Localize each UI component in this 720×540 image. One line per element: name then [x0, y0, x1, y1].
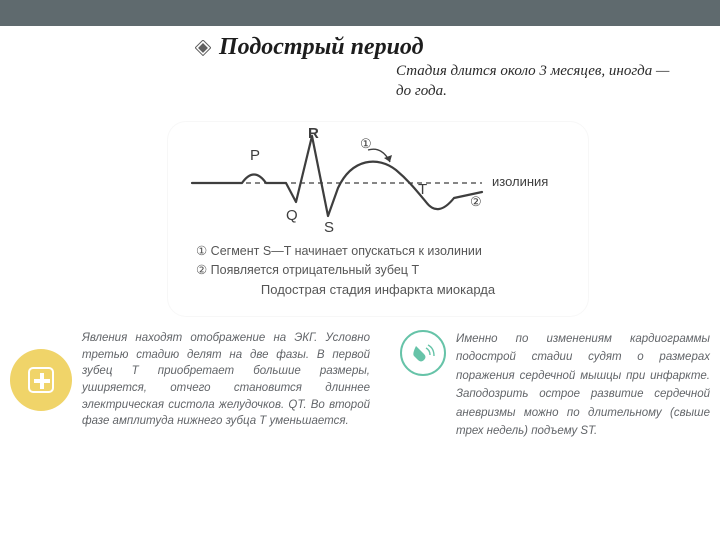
label-t: T — [418, 181, 427, 198]
label-q: Q — [286, 207, 298, 224]
label-s: S — [324, 219, 334, 236]
ecg-note-1: ① Сегмент S—T начинает опускаться к изол… — [196, 242, 574, 261]
plus-circle-icon — [10, 349, 72, 411]
info-block-left: Явления находят отображение на ЭКГ. Усло… — [10, 330, 370, 430]
ecg-caption: Подострая стадия инфаркта миокарда — [182, 282, 574, 297]
bullet-diamond-icon — [195, 40, 211, 56]
slide-subtitle: Стадия длится около 3 месяцев, иногда — … — [396, 62, 676, 101]
top-bar — [0, 0, 720, 26]
info-block-right: Именно по изменениям кардиограммы подост… — [400, 330, 710, 440]
ecg-note-2: ② Появляется отрицательный зубец T — [196, 261, 574, 280]
slide: Подострый период Стадия длится около 3 м… — [0, 0, 720, 540]
ecg-notes: ① Сегмент S—T начинает опускаться к изол… — [182, 242, 574, 280]
info-right-text: Именно по изменениям кардиограммы подост… — [456, 330, 710, 440]
slide-title: Подострый период — [219, 34, 424, 62]
label-p: P — [250, 147, 260, 164]
ultrasound-icon — [400, 330, 446, 376]
marker-2: ② — [470, 194, 482, 209]
ecg-diagram-card: P Q R S T ① ② изолиния ① Сегмент S—T нач… — [168, 122, 588, 316]
info-left-text: Явления находят отображение на ЭКГ. Усло… — [82, 330, 370, 430]
ecg-waveform: P Q R S T ① ② изолиния — [182, 128, 574, 238]
label-r: R — [308, 128, 319, 142]
isoline-label: изолиния — [492, 174, 548, 189]
marker-1: ① — [360, 136, 372, 151]
title-row: Подострый период — [195, 34, 424, 62]
